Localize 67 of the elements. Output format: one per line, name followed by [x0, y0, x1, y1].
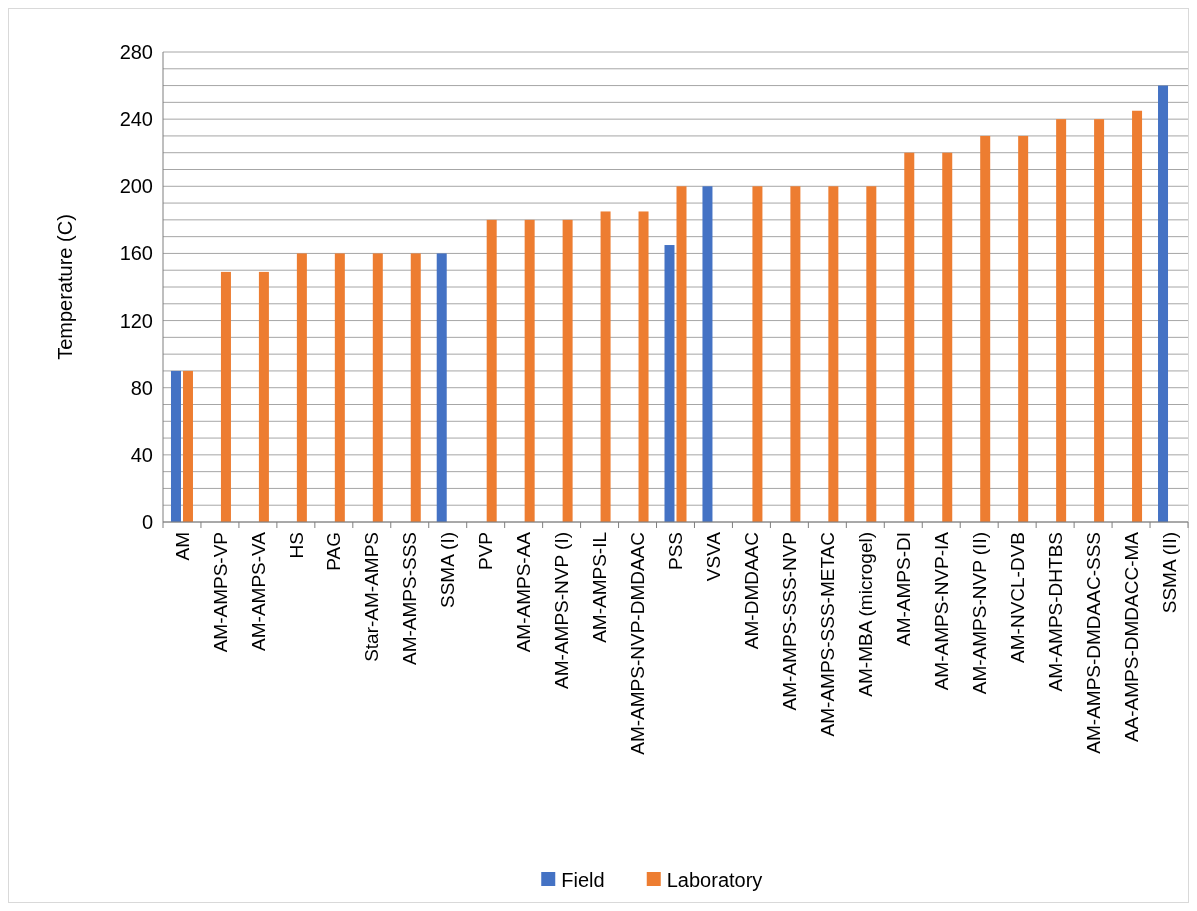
x-tick-label: AM-AMPS-NVP-IA [930, 531, 952, 691]
legend-label: Field [561, 869, 605, 891]
bar [524, 219, 535, 522]
x-tick-label: AM-AMPS-DI [892, 532, 914, 646]
x-tick-label: AM-AMPS-SSS [399, 532, 421, 666]
x-tick-label: AM-AMPS-DMDAAC-SSS [1082, 532, 1104, 754]
bar [866, 186, 877, 522]
x-tick-label: AM-AMPS-DHTBS [1044, 532, 1066, 692]
y-tick-label: 0 [141, 511, 153, 533]
bar [410, 253, 421, 522]
x-tick-label: AM-NVCL-DVB [1006, 532, 1028, 663]
x-tick-label: PSS [665, 532, 687, 571]
y-tick-label: 240 [119, 108, 153, 131]
bar [372, 253, 383, 522]
x-tick-label: AM-AMPS-SSS-METAC [817, 532, 838, 737]
bar [904, 152, 915, 522]
bar [752, 186, 763, 522]
bar [790, 186, 801, 522]
bar [702, 186, 713, 522]
x-tick-label: VSVA [703, 531, 725, 582]
bar [980, 135, 991, 522]
x-tick-label: PAG [323, 532, 345, 571]
x-tick-label: AM-AMPS-SSS-NVP [779, 532, 801, 711]
y-axis-title: Temperature (C) [54, 214, 76, 360]
x-tick-label: AM-AMPS-NVP (I) [551, 532, 573, 689]
bar [638, 211, 649, 522]
bar [1056, 119, 1067, 522]
y-tick-label: 40 [130, 443, 153, 466]
x-tick-label: HS [285, 532, 307, 559]
bar [220, 271, 231, 522]
x-tick-label: PVP [475, 532, 497, 571]
y-tick-label: 80 [130, 376, 153, 399]
x-tick-label: SSMA (I) [437, 532, 459, 609]
x-tick-label: SSMA (II) [1158, 532, 1180, 614]
bar [1018, 135, 1029, 522]
x-tick-label: AM-MBA (microgel) [854, 532, 876, 697]
x-tick-label: AM-AMPS-AA [513, 531, 535, 653]
y-tick-label: 280 [119, 41, 153, 63]
bar [258, 271, 269, 522]
y-tick-label: 120 [119, 309, 153, 332]
bar [1132, 110, 1143, 522]
bar [942, 152, 953, 522]
x-tick-label: AM-AMPS-IL [589, 532, 611, 643]
x-tick-label: AM-AMPS-VA [247, 531, 269, 651]
bar [296, 253, 307, 522]
bar [676, 186, 687, 522]
y-tick-label: 200 [119, 175, 153, 198]
bar [828, 186, 839, 522]
x-tick-label: AA-AMPS-DMDACC-MA [1120, 531, 1142, 743]
x-tick-label: AM-DMDAAC [741, 532, 763, 650]
bar [436, 253, 447, 522]
bar [486, 219, 497, 522]
x-tick-label: AM-AMPS-NVP-DMDAAC [627, 532, 649, 755]
x-tick-label: AM-AMPS-NVP (II) [968, 532, 990, 695]
y-tick-label: 160 [119, 242, 153, 265]
bar [334, 253, 345, 522]
x-tick-label: Star-AM-AMPS [361, 532, 383, 662]
x-tick-label: AM [171, 532, 193, 561]
bar [1158, 85, 1169, 522]
legend-label: Laboratory [666, 869, 763, 891]
bar [170, 370, 181, 522]
bar [1094, 119, 1105, 522]
bar [600, 211, 611, 522]
bar [182, 370, 193, 522]
bar [562, 219, 573, 522]
x-tick-label: AM-AMPS-VP [209, 532, 231, 653]
bar [664, 245, 675, 522]
